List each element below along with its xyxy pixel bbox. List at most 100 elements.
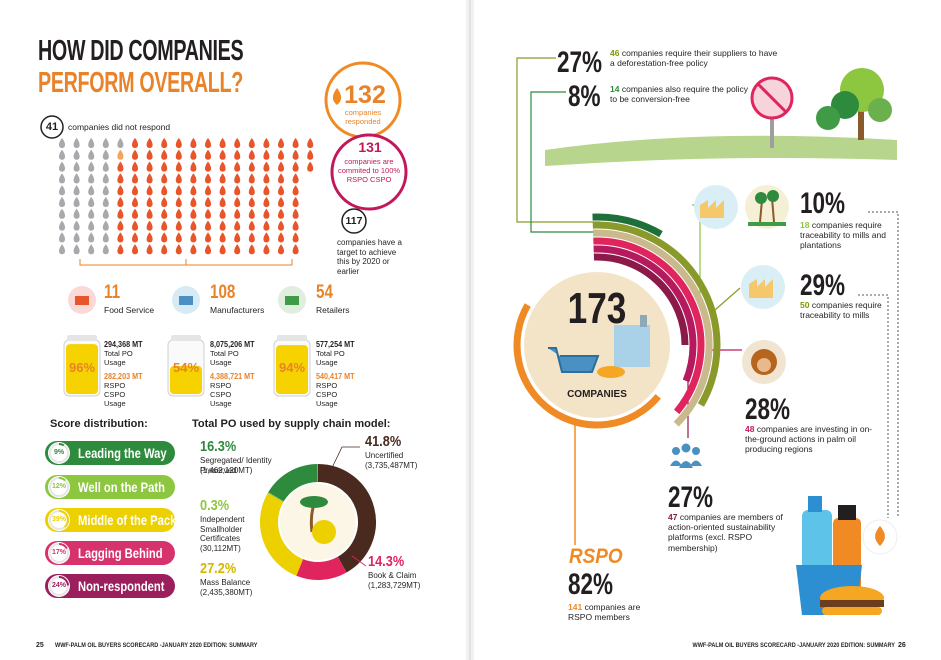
drop	[292, 161, 299, 172]
drop	[73, 173, 80, 184]
spray-head	[808, 496, 822, 512]
committed-text: companies are commited to 100% RSPO CSPO	[336, 157, 402, 184]
rspo-heading: RSPO	[569, 545, 623, 568]
drop	[161, 173, 168, 184]
bottle-cap	[838, 505, 856, 520]
jar-lid	[171, 335, 201, 341]
right-page-page-number: 26	[898, 642, 906, 649]
icon-building	[614, 325, 650, 367]
stat-text: 48 companies are investing in on-the-gro…	[745, 424, 875, 455]
segments-label: 16.3%	[200, 438, 237, 455]
sectors-rspo: 4,388,721 MT	[210, 371, 255, 381]
segments-amount: (2,435,380MT)	[200, 588, 253, 597]
target-text: companies have a target to achieve this …	[337, 238, 409, 276]
sign-slash	[756, 82, 788, 114]
drop	[175, 232, 182, 243]
pct-label: 29%	[800, 269, 846, 302]
drop	[263, 161, 270, 172]
drop	[248, 149, 255, 160]
drop	[307, 161, 314, 172]
drop	[88, 220, 95, 231]
drop	[263, 232, 270, 243]
drop	[117, 220, 124, 231]
segments-name: Independent Smallholder Certificates	[200, 515, 245, 544]
drop	[59, 197, 65, 207]
donut-segment	[317, 464, 376, 573]
drop	[88, 161, 95, 172]
drop	[219, 161, 226, 172]
drop	[278, 149, 284, 160]
stats-text: companies are members of action-oriented…	[668, 512, 783, 553]
drop	[234, 220, 241, 231]
score-badge	[48, 542, 70, 564]
drop	[146, 208, 153, 219]
left-page-score-title: Score distribution:	[50, 418, 148, 430]
drop	[102, 220, 109, 231]
score-pill	[45, 508, 175, 532]
score-arc	[58, 477, 66, 482]
drop	[146, 149, 153, 160]
sectors-rspo-label: RSPO CSPO Usage	[210, 381, 232, 408]
drop	[117, 197, 124, 207]
drop	[102, 197, 109, 207]
drop	[263, 208, 270, 219]
drop	[117, 161, 124, 172]
left-page-title-line2: PERFORM OVERALL?	[38, 67, 243, 99]
drop	[248, 208, 255, 219]
drop	[88, 138, 95, 148]
stats-count: 14	[610, 84, 620, 94]
tree	[868, 98, 892, 122]
sectors-rspo: 282,203 MT	[104, 371, 143, 381]
drop	[292, 197, 299, 207]
drop	[117, 173, 124, 184]
drop	[234, 208, 241, 219]
drop	[234, 149, 241, 160]
drop	[219, 138, 226, 148]
sectors-rspo-label: RSPO CSPO Usage	[104, 381, 126, 408]
drop	[205, 220, 211, 231]
icon-palm	[767, 190, 779, 202]
decor-arc	[593, 253, 689, 346]
drop-icon	[875, 526, 885, 546]
drop	[161, 232, 168, 243]
drop	[146, 173, 153, 184]
left-page-footer: WWF-PALM OIL BUYERS SCORECARD -JANUARY 2…	[55, 642, 258, 649]
drop	[190, 232, 197, 243]
pct-label: 27%	[557, 46, 603, 79]
oil-drop	[312, 520, 336, 544]
scores-name: Well on the Path	[78, 479, 165, 495]
drop	[278, 244, 284, 255]
segments-label: 0.3%	[200, 497, 230, 514]
drop	[263, 149, 270, 160]
segments-name: Mass Balance	[200, 578, 251, 587]
jar-fill	[276, 345, 308, 394]
drop	[278, 185, 284, 196]
stats-count: 48	[745, 424, 755, 434]
icon-palm	[755, 192, 767, 204]
score-badge	[48, 575, 70, 597]
stat-text: 46 companies require their suppliers to …	[610, 48, 780, 68]
drop	[102, 173, 109, 184]
drop	[263, 197, 270, 207]
drop	[175, 149, 182, 160]
connector	[868, 211, 899, 518]
drop	[73, 138, 80, 148]
drop	[117, 208, 124, 219]
drop	[205, 149, 211, 160]
drop	[73, 244, 80, 255]
stat-text: 50 companies require traceability to mil…	[800, 300, 890, 320]
target-text: companies have a target to achieve this …	[337, 238, 402, 276]
score-arc	[58, 576, 69, 586]
drop	[102, 244, 109, 255]
score-pill	[45, 541, 175, 565]
drop	[132, 244, 138, 255]
segments-name: Book & Claim	[368, 571, 417, 580]
drop	[278, 232, 284, 243]
decor-arc	[592, 229, 713, 427]
drop	[117, 232, 124, 243]
jar-lid	[67, 335, 97, 341]
drop	[219, 185, 226, 196]
total-label: Total PO Usage	[104, 349, 146, 367]
drop	[132, 208, 138, 219]
drop	[292, 220, 299, 231]
